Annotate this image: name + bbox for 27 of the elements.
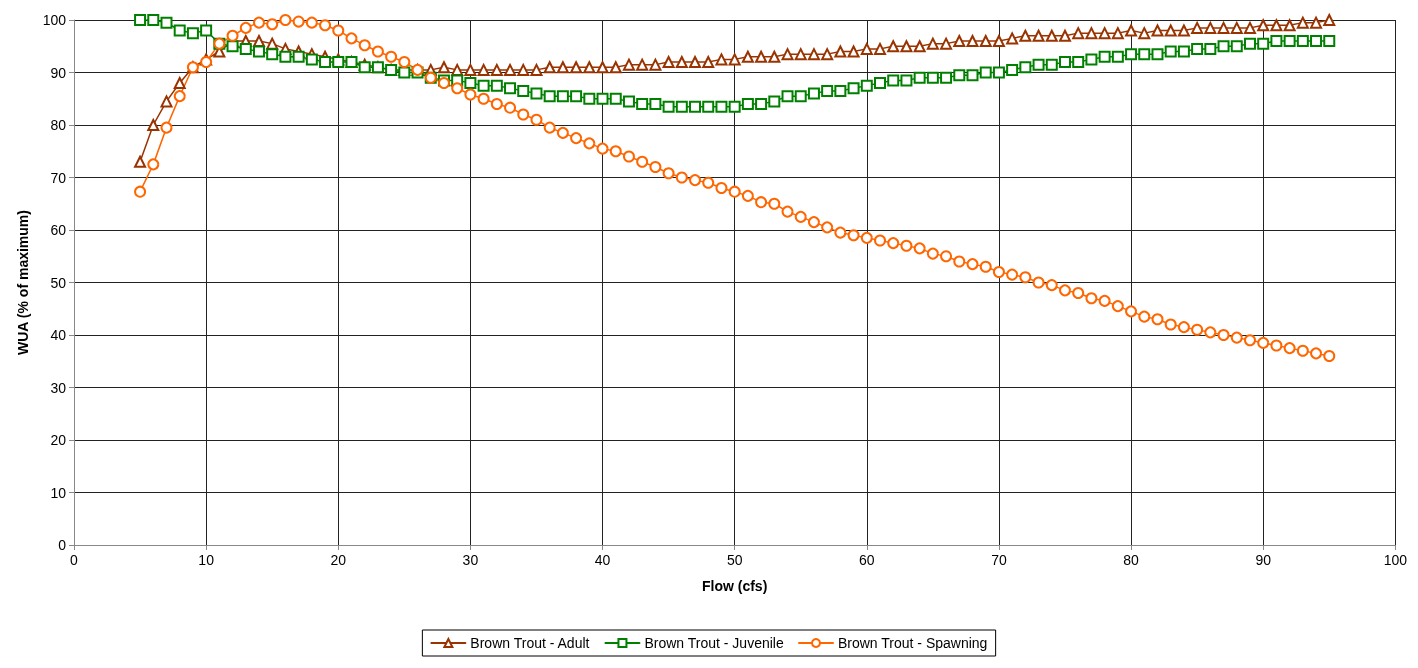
y-tick-label: 80	[50, 117, 67, 133]
x-tick-label: 20	[330, 552, 347, 568]
x-tick-label: 60	[859, 552, 875, 568]
y-tick-label: 70	[50, 169, 67, 186]
y-tick-label: 0	[58, 537, 67, 553]
y-tick-label: 20	[50, 432, 67, 448]
x-tick-label: 80	[1123, 552, 1140, 568]
x-tick-label: 100	[1383, 552, 1408, 568]
y-axis-title: WUA (% of maximum)	[15, 210, 31, 355]
x-tick-label: 70	[991, 552, 1007, 568]
y-tick-label: 100	[42, 12, 67, 28]
y-tick-label: 50	[50, 274, 67, 291]
y-tick-label: 60	[50, 222, 67, 238]
x-tick-label: 0	[70, 552, 79, 568]
y-tick-label: 40	[50, 327, 67, 343]
x-tick-label: 90	[1255, 552, 1272, 568]
y-tick-label: 10	[50, 484, 67, 501]
legend-label: Brown Trout - Juvenile	[644, 635, 784, 651]
legend-label: Brown Trout - Adult	[470, 635, 590, 651]
x-tick-label: 50	[726, 552, 743, 568]
x-tick-label: 10	[198, 552, 215, 568]
x-axis-title: Flow (cfs)	[701, 578, 768, 594]
x-tick-label: 30	[462, 552, 479, 568]
y-tick-label: 30	[50, 379, 67, 396]
y-tick-label: 90	[50, 64, 67, 81]
x-tick-label: 40	[594, 552, 611, 568]
legend-label: Brown Trout - Spawning	[837, 635, 988, 651]
